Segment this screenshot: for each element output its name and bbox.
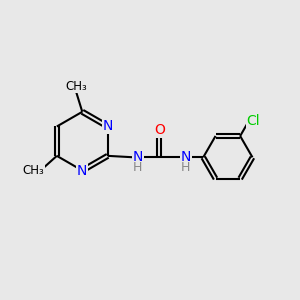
Text: N: N xyxy=(133,150,143,164)
Text: N: N xyxy=(103,119,113,134)
Text: N: N xyxy=(77,164,88,178)
Text: H: H xyxy=(133,161,142,174)
Text: CH₃: CH₃ xyxy=(22,164,44,177)
Text: H: H xyxy=(181,161,190,174)
Text: CH₃: CH₃ xyxy=(65,80,87,93)
Text: Cl: Cl xyxy=(247,114,260,128)
Text: O: O xyxy=(154,123,165,137)
Text: N: N xyxy=(181,150,191,164)
